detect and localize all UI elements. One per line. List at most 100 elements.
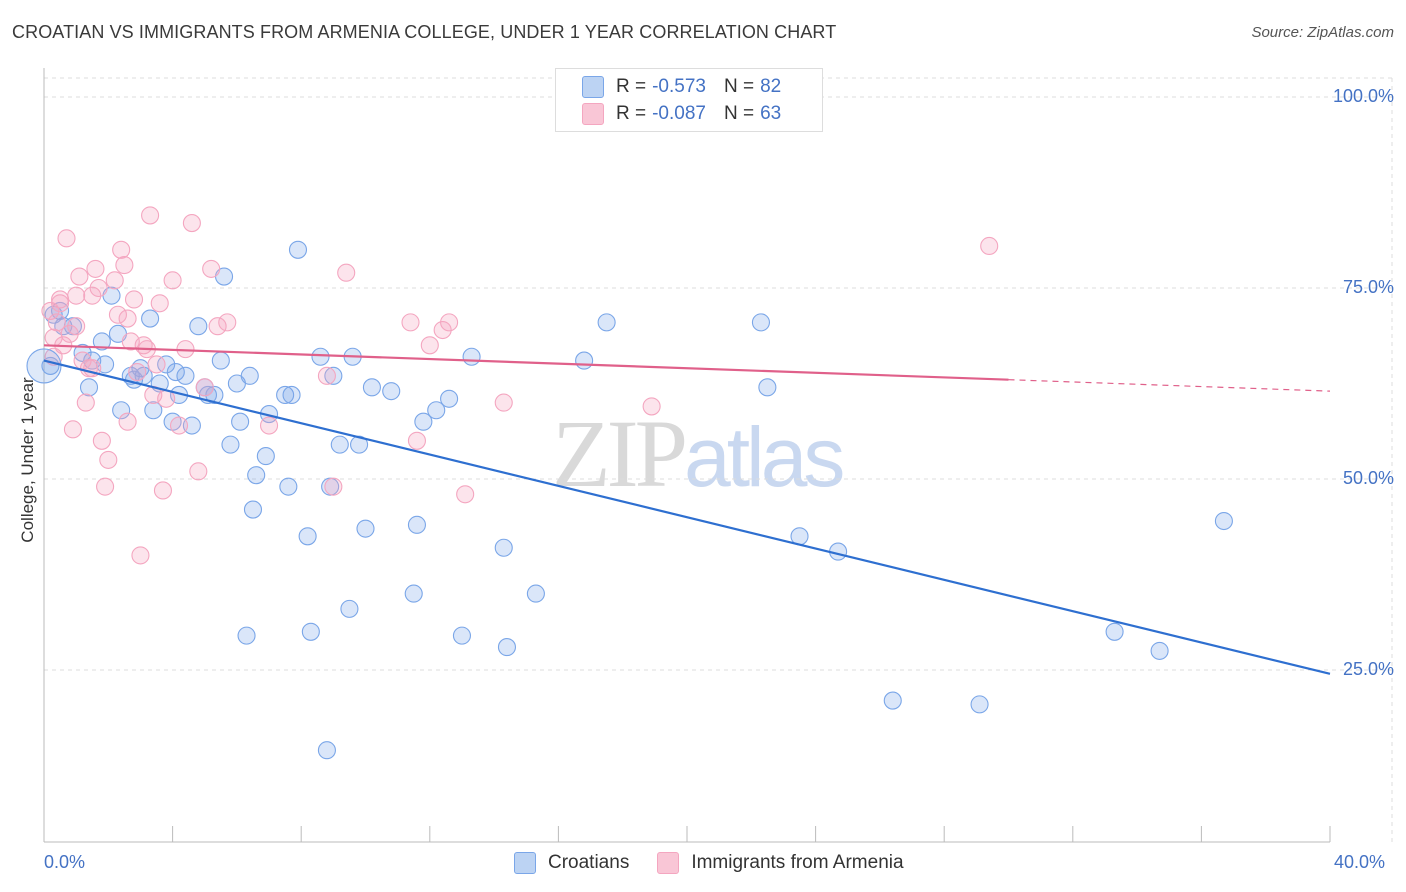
legend-item-croatians: Croatians [514, 852, 629, 874]
armenia-point [494, 393, 513, 412]
legend-swatch-armenia [582, 103, 604, 125]
armenia-point [195, 378, 214, 397]
armenia-point [51, 290, 70, 309]
croatians-point [301, 622, 320, 641]
armenia-point [642, 397, 661, 416]
correlation-legend: R = -0.573 N = 82 R = -0.087 N = 63 [555, 68, 823, 132]
armenia-point [182, 214, 201, 233]
armenia-point [92, 431, 111, 450]
armenia-point [105, 271, 124, 290]
armenia-point [67, 317, 86, 336]
croatians-point [176, 366, 195, 385]
legend-item-armenia: Immigrants from Armenia [657, 852, 904, 874]
armenia-point [189, 462, 208, 481]
legend-row-armenia: R = -0.087 N = 63 [582, 101, 781, 127]
legend-r-value: -0.573 [652, 76, 706, 97]
legend-n-value: 82 [760, 76, 782, 97]
armenia-point [218, 313, 237, 332]
armenia-point [456, 485, 475, 504]
croatians-point [141, 309, 160, 328]
armenia-point [980, 236, 999, 256]
armenia-point [169, 416, 189, 435]
legend-r-label: R = [616, 76, 647, 97]
croatians-point [279, 477, 298, 496]
armenia-point [420, 336, 439, 355]
armenia-point [112, 240, 131, 259]
croatians-point [497, 638, 517, 657]
legend-swatch-croatians [514, 852, 536, 874]
croatians-point [247, 466, 266, 485]
legend-n-label: N = [723, 76, 755, 97]
armenia-point [57, 229, 76, 248]
armenia-point [108, 305, 127, 324]
armenia-point [163, 271, 182, 290]
croatians-point [211, 351, 230, 370]
armenia-point [337, 263, 356, 282]
croatians-point [427, 401, 446, 420]
series-legend: Croatians Immigrants from Armenia [514, 852, 932, 874]
croatians-point [205, 385, 224, 405]
armenia-point [131, 546, 150, 565]
armenia-point [63, 420, 82, 439]
croatians-point [256, 447, 275, 466]
croatians-point [970, 695, 989, 714]
y-tick-label: 100.0% [1332, 86, 1394, 106]
croatians-point [157, 355, 176, 374]
armenia-point [86, 259, 105, 278]
croatians-point [1105, 622, 1124, 641]
croatians-point [317, 741, 336, 760]
legend-r-value: -0.087 [652, 103, 706, 124]
legend-swatch-armenia [657, 852, 680, 874]
croatians-point [298, 527, 317, 546]
legend-r-label: R = [616, 103, 647, 124]
legend-n-value: 63 [760, 103, 782, 124]
croatians-point [182, 416, 201, 435]
croatians-point [237, 626, 256, 645]
croatians-point-large [26, 348, 62, 384]
armenia-point [153, 481, 173, 500]
croatians-trend-line [43, 359, 1331, 675]
armenia-point [208, 317, 227, 336]
croatians-point [79, 378, 99, 397]
armenia-point [141, 206, 160, 225]
croatians-point [356, 519, 375, 538]
armenia-point [70, 267, 89, 286]
armenia-trend-line-dashed [1008, 379, 1331, 392]
legend-swatch-croatians [582, 76, 604, 98]
croatians-point [189, 317, 208, 336]
legend-label-armenia: Immigrants from Armenia [691, 852, 904, 873]
croatians-point [883, 691, 902, 710]
watermark-atlas: atlas [684, 410, 845, 504]
croatians-point [288, 240, 308, 259]
armenia-point [440, 313, 459, 332]
armenia-trend-line [43, 344, 1009, 381]
croatians-point [112, 401, 131, 420]
croatians-point [324, 366, 343, 385]
armenia-point [67, 286, 86, 305]
armenia-point [60, 324, 79, 343]
croatians-point [440, 389, 459, 408]
armenia-point [51, 294, 70, 313]
croatians-point [1214, 511, 1233, 531]
chart-title: CROATIAN VS IMMIGRANTS FROM ARMENIA COLL… [12, 22, 837, 42]
croatians-point [282, 385, 301, 405]
armenia-point [115, 256, 134, 275]
croatians-point [144, 401, 163, 420]
croatians-point [452, 626, 472, 645]
armenia-point [202, 259, 221, 278]
armenia-point [47, 313, 66, 332]
croatians-point [526, 584, 545, 603]
armenia-point [83, 286, 102, 305]
croatians-point [1150, 641, 1169, 660]
armenia-point [89, 278, 108, 298]
legend-n-label: N = [723, 103, 755, 124]
armenia-point [118, 412, 137, 431]
croatians-point [73, 343, 92, 362]
y-tick-label: 25.0% [1342, 659, 1394, 679]
croatians-point [221, 435, 240, 454]
croatians-point [597, 313, 616, 332]
croatians-point [350, 435, 369, 454]
croatians-point [758, 378, 777, 397]
croatians-point [330, 435, 349, 454]
